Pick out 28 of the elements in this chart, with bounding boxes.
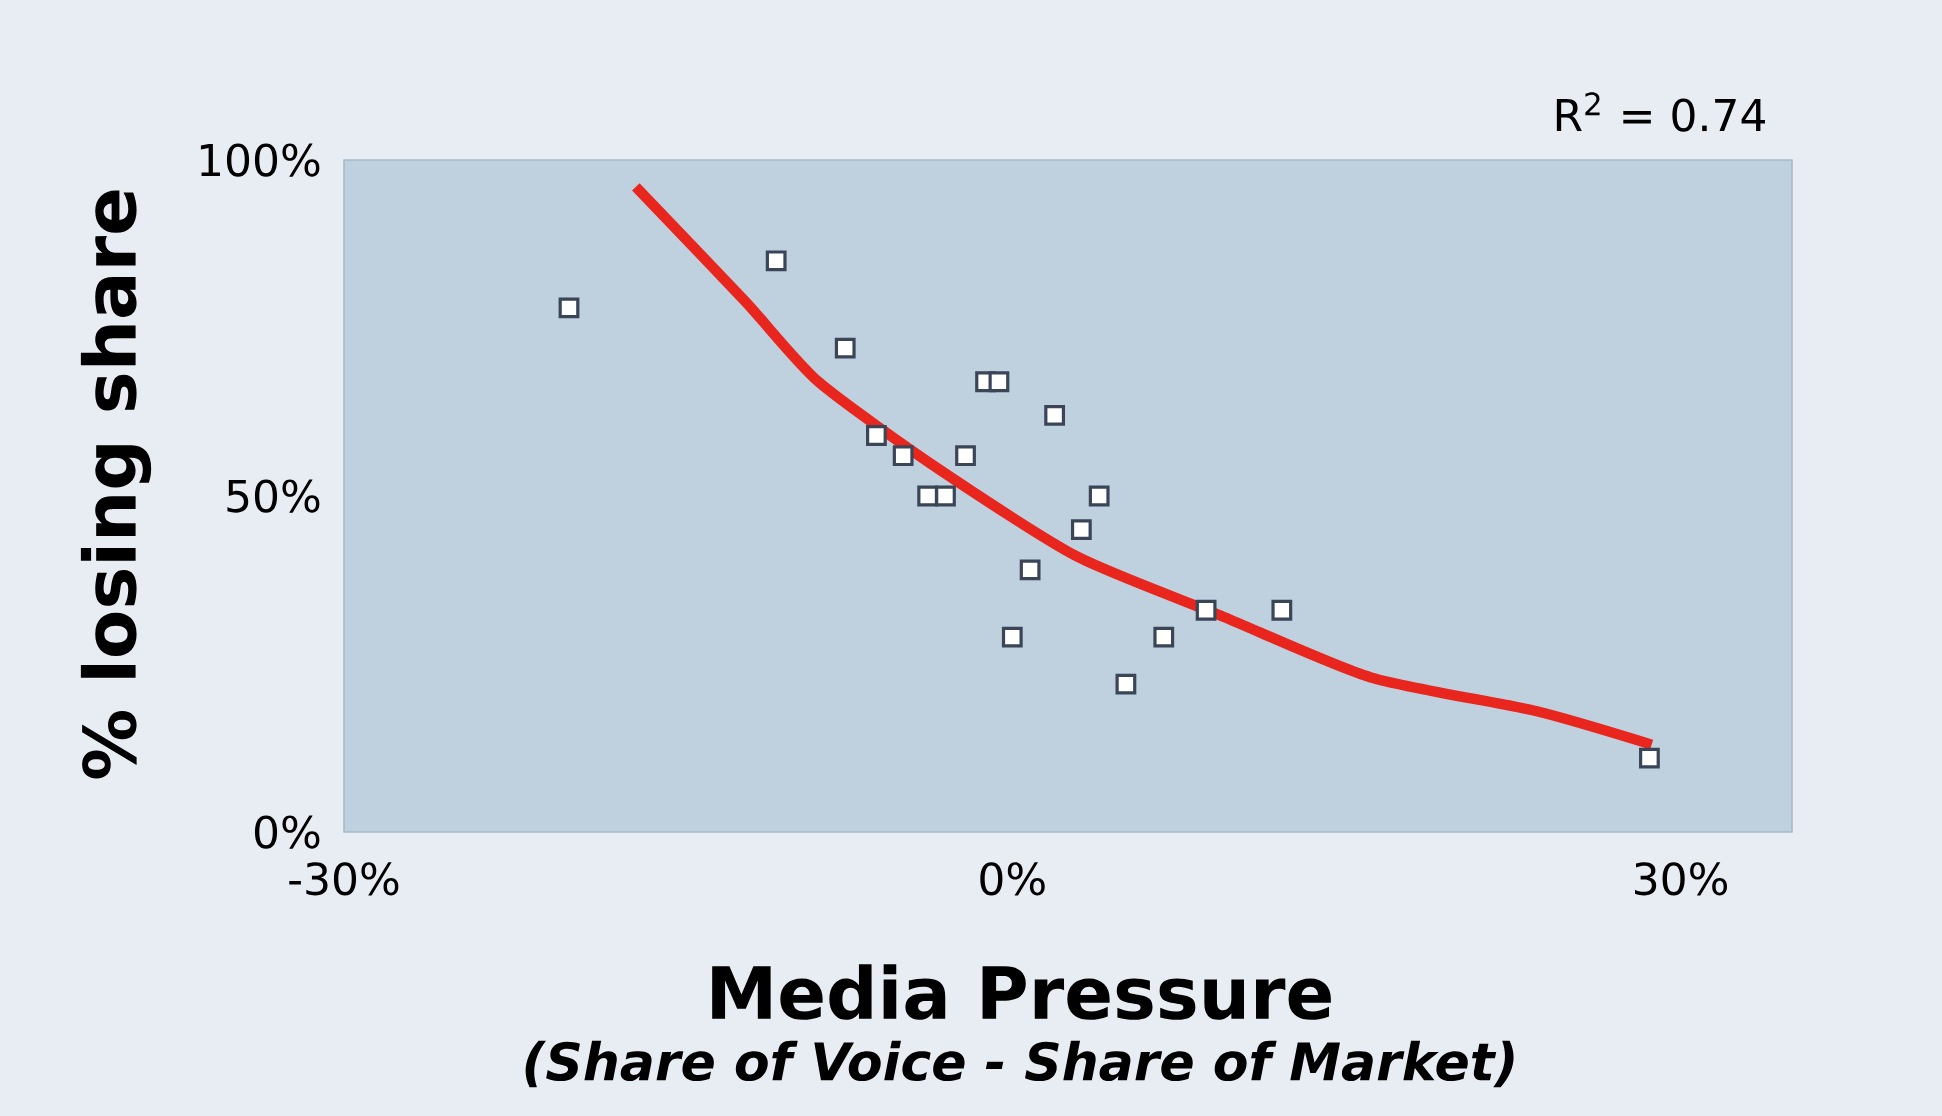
point — [834, 337, 856, 359]
point — [1195, 599, 1217, 621]
point — [1019, 559, 1041, 581]
point — [1088, 485, 1110, 507]
point — [1044, 404, 1066, 426]
point — [1153, 626, 1175, 648]
x-tick-label: 30% — [1635, 862, 1727, 896]
y-tick-label: 100% — [200, 143, 320, 177]
point — [892, 445, 914, 467]
point — [1271, 599, 1293, 621]
text: (Share of Voice - Share of Market) — [525, 1040, 1514, 1088]
point — [558, 297, 580, 319]
y-tick-label: 0% — [254, 815, 320, 849]
x-axis-title: Media Pressure — [712, 964, 1331, 1020]
point — [1001, 626, 1023, 648]
point — [1639, 747, 1660, 769]
point — [955, 445, 976, 467]
point — [988, 371, 1010, 393]
point — [765, 250, 787, 272]
text: R$^{2}$ = 0.74 — [1556, 92, 1765, 132]
point — [1070, 519, 1092, 540]
point — [866, 425, 887, 446]
y-axis-title: % losing share — [80, 190, 152, 779]
point — [1115, 673, 1137, 695]
x-tick-label: 0% — [980, 862, 1045, 896]
y-tick-label: 50% — [227, 479, 320, 513]
x-tick-label: -30% — [289, 862, 399, 896]
point — [935, 485, 956, 507]
